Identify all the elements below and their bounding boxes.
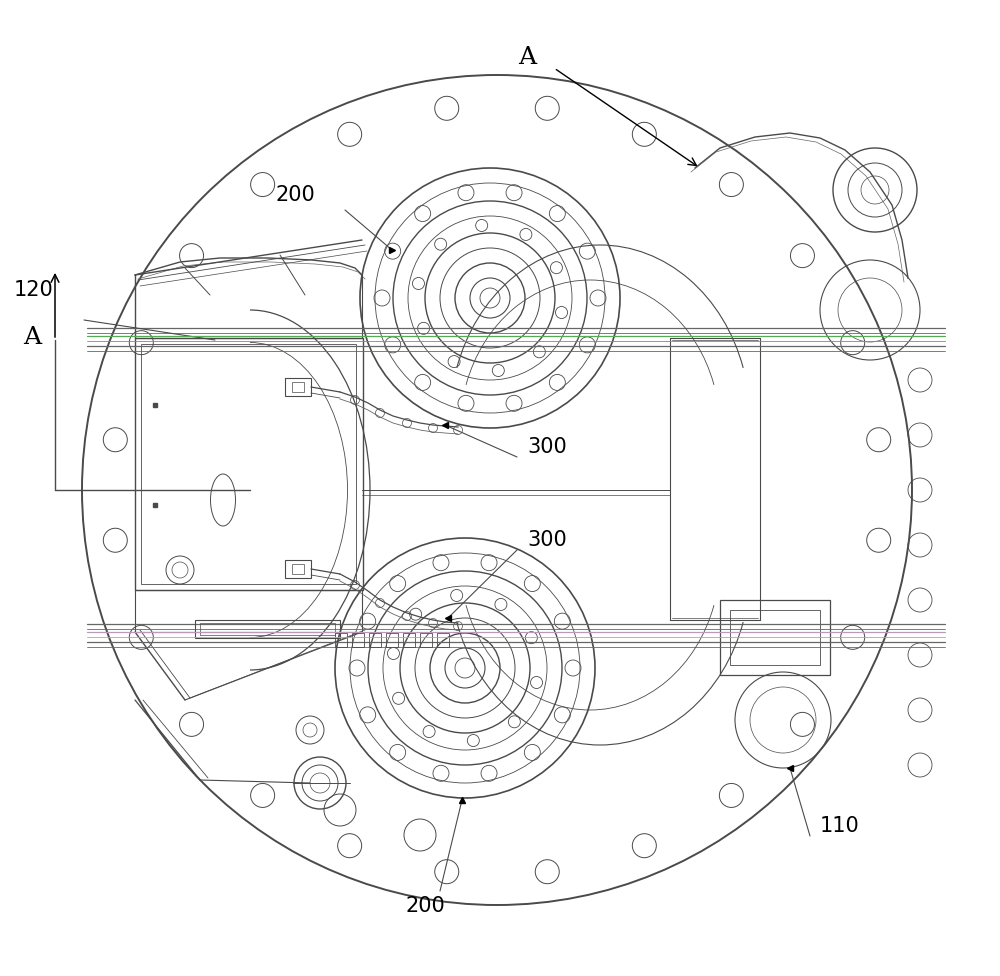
Bar [403,633,415,647]
Bar [285,378,311,396]
Text: 110: 110 [820,816,860,836]
Text: A: A [518,46,536,68]
Text: 120: 120 [14,280,54,300]
Bar [135,338,363,590]
Bar [200,623,335,635]
Bar [292,382,304,392]
Bar [369,633,381,647]
Bar [420,633,432,647]
Text: 300: 300 [527,437,567,457]
Bar [720,600,830,675]
Text: A: A [23,327,41,349]
Bar [352,633,364,647]
Bar [386,633,398,647]
Bar [195,620,340,638]
Bar [141,344,356,584]
Bar [285,560,311,578]
Text: 200: 200 [405,896,445,916]
Bar [730,610,820,665]
Bar [335,633,347,647]
Bar [437,633,449,647]
Text: 200: 200 [275,185,315,205]
Bar [292,564,304,574]
Text: 300: 300 [527,530,567,550]
